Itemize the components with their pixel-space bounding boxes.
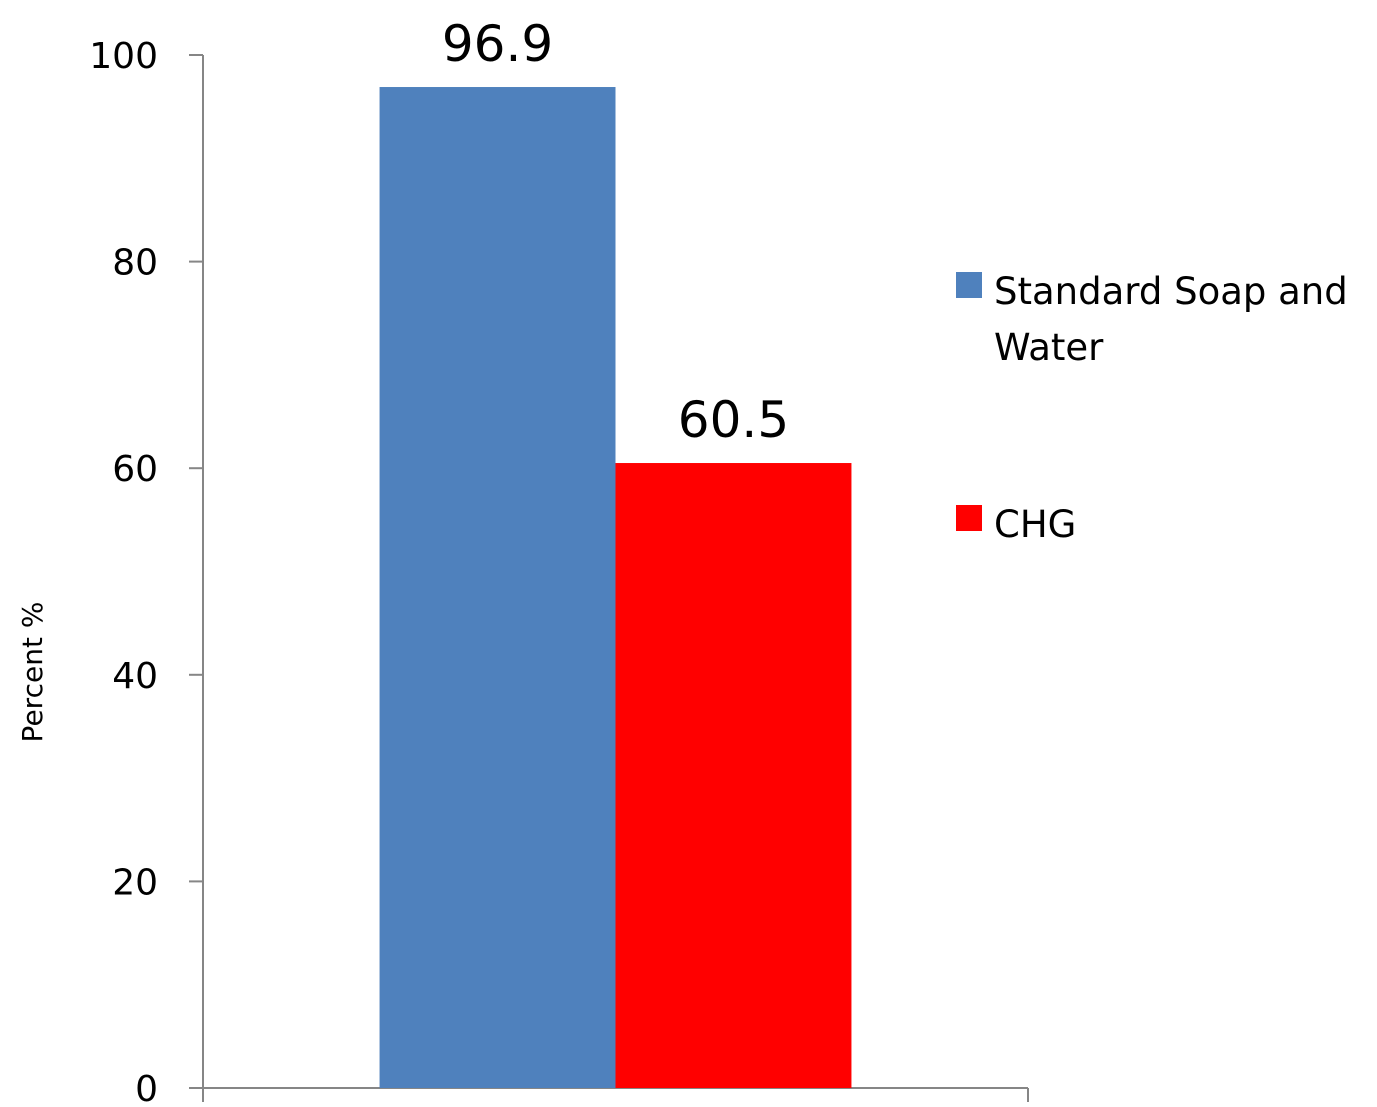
- legend: Standard Soap and Water CHG: [956, 270, 1348, 546]
- legend-swatch: [956, 505, 982, 531]
- legend-label-line: CHG: [994, 503, 1076, 546]
- y-tick-label: 80: [112, 243, 158, 284]
- bars: [379, 87, 852, 1088]
- bar-standard-soap-and-water: [379, 87, 616, 1088]
- x-axis: [202, 1087, 1029, 1102]
- legend-swatch: [956, 272, 982, 298]
- legend-label: CHG: [994, 503, 1076, 546]
- y-axis: 0 20 40 60 80 100: [89, 36, 204, 1107]
- data-label: 96.9: [442, 15, 553, 73]
- legend-label-line: Water: [994, 326, 1104, 369]
- legend-label-line: Standard Soap and: [994, 270, 1348, 313]
- data-label: 60.5: [678, 391, 789, 449]
- data-labels: 96.9 60.5: [442, 15, 789, 449]
- y-axis-title: Percent %: [16, 602, 49, 743]
- y-tick-label: 100: [89, 36, 158, 77]
- y-tick-label: 60: [112, 449, 158, 490]
- bar-chg: [615, 463, 852, 1088]
- y-tick-label: 20: [112, 862, 158, 903]
- y-tick-label: 40: [112, 656, 158, 697]
- legend-label: Standard Soap and Water: [994, 270, 1348, 369]
- y-tick-label: 0: [135, 1069, 158, 1107]
